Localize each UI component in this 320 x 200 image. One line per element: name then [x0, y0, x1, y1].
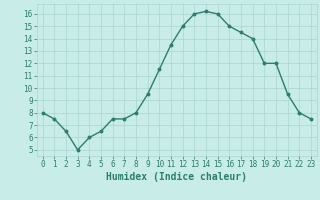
X-axis label: Humidex (Indice chaleur): Humidex (Indice chaleur) [106, 172, 247, 182]
